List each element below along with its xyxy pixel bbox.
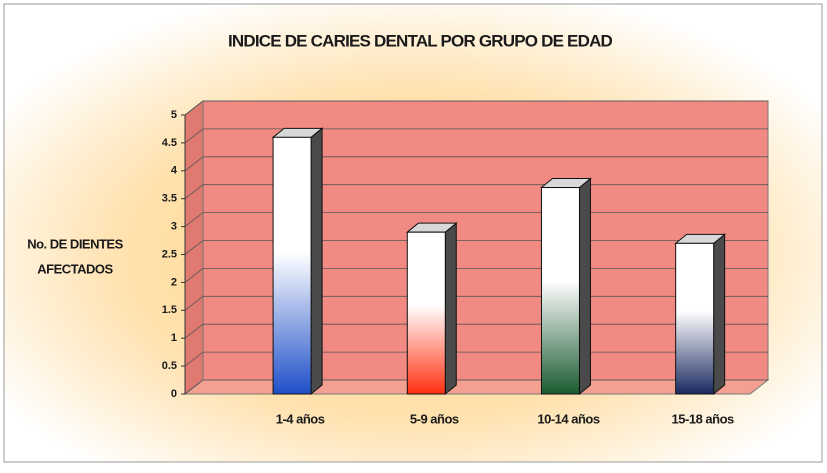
x-tick-label: 15-18 años — [672, 411, 734, 426]
x-tick-label: 10-14 años — [537, 411, 599, 426]
y-tick-label: 2.5 — [162, 248, 177, 260]
bar-side — [713, 233, 726, 396]
bar — [272, 136, 312, 395]
y-tick-label: 5 — [171, 109, 177, 121]
x-tick-label: 1-4 años — [276, 411, 325, 426]
y-tick-label: 3.5 — [162, 193, 177, 205]
y-tick-label: 1.5 — [162, 304, 177, 316]
bar-side — [578, 177, 591, 396]
y-tick-label: 2 — [171, 276, 177, 288]
y-axis-label: AFECTADOS — [37, 261, 113, 276]
x-tick-label: 5-9 años — [410, 411, 459, 426]
chart-title: INDICE DE CARIES DENTAL POR GRUPO DE EDA… — [228, 31, 613, 50]
y-tick-label: 4 — [171, 165, 178, 177]
y-tick-label: 0 — [171, 388, 177, 400]
grid-line — [184, 100, 768, 116]
bar-side — [310, 127, 323, 396]
bar-side — [444, 222, 457, 396]
y-tick-label: 4.5 — [162, 137, 177, 149]
y-axis-label: No. DE DIENTES — [27, 236, 123, 251]
grid-line — [184, 156, 768, 172]
y-tick-label: 1 — [171, 332, 177, 344]
bar — [540, 187, 580, 395]
grid-line — [184, 128, 768, 144]
y-tick-label: 0.5 — [162, 360, 177, 372]
bar — [406, 231, 446, 395]
bar — [675, 242, 715, 395]
y-tick-label: 3 — [171, 221, 177, 233]
